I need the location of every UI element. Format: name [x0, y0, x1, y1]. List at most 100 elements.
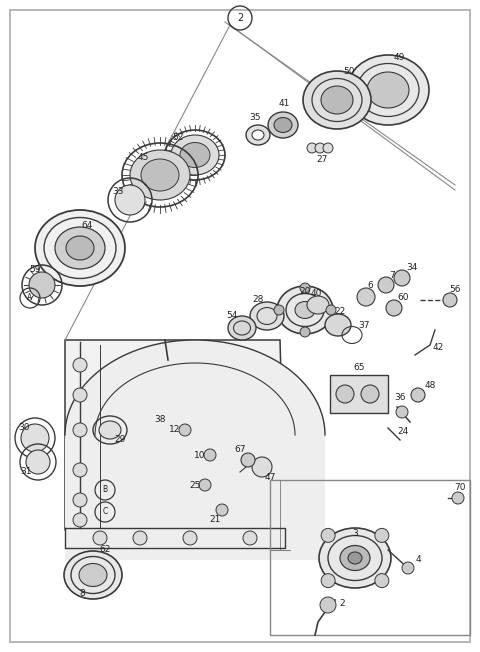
Text: 65: 65	[353, 364, 365, 372]
Text: 52: 52	[172, 132, 184, 141]
Text: 36: 36	[394, 394, 406, 402]
Text: C: C	[102, 507, 108, 516]
Ellipse shape	[307, 296, 329, 314]
Circle shape	[29, 272, 55, 298]
Text: 4: 4	[415, 556, 421, 565]
Text: 59: 59	[29, 265, 41, 274]
Circle shape	[375, 574, 389, 587]
Text: 29: 29	[114, 436, 126, 445]
Circle shape	[307, 143, 317, 153]
Text: 49: 49	[393, 53, 405, 63]
Ellipse shape	[228, 316, 256, 340]
Circle shape	[361, 385, 379, 403]
Text: 33: 33	[112, 188, 124, 196]
Ellipse shape	[348, 552, 362, 564]
Text: 3: 3	[352, 529, 358, 539]
Circle shape	[396, 406, 408, 418]
Circle shape	[73, 358, 87, 372]
Ellipse shape	[141, 159, 179, 191]
Circle shape	[106, 559, 118, 571]
Ellipse shape	[66, 236, 94, 260]
Text: 48: 48	[424, 381, 436, 391]
Circle shape	[115, 185, 145, 215]
Bar	[270, 480, 470, 635]
Circle shape	[326, 305, 336, 315]
Text: 31: 31	[20, 467, 32, 477]
Ellipse shape	[171, 135, 219, 175]
Circle shape	[133, 531, 147, 545]
Circle shape	[243, 531, 257, 545]
Circle shape	[320, 597, 336, 613]
Polygon shape	[65, 528, 285, 548]
Ellipse shape	[319, 528, 391, 588]
Text: 22: 22	[335, 308, 346, 316]
Circle shape	[274, 305, 284, 315]
Circle shape	[402, 562, 414, 574]
Ellipse shape	[295, 301, 315, 318]
Ellipse shape	[277, 286, 333, 334]
Text: 50: 50	[343, 68, 355, 76]
Text: 27: 27	[316, 155, 328, 164]
Circle shape	[179, 424, 191, 436]
Circle shape	[357, 288, 375, 306]
Ellipse shape	[99, 421, 121, 439]
Circle shape	[315, 143, 325, 153]
Circle shape	[73, 463, 87, 477]
Ellipse shape	[252, 130, 264, 140]
Text: 60: 60	[397, 293, 409, 303]
Ellipse shape	[367, 72, 409, 108]
Bar	[330, 375, 388, 413]
Circle shape	[26, 450, 50, 474]
Text: 8: 8	[79, 589, 85, 597]
Text: 6: 6	[367, 280, 373, 289]
Text: B: B	[102, 486, 108, 494]
Circle shape	[216, 504, 228, 516]
Text: 37: 37	[358, 321, 370, 331]
Ellipse shape	[340, 546, 370, 570]
Text: 70: 70	[454, 482, 466, 492]
Circle shape	[443, 293, 457, 307]
Text: 45: 45	[137, 153, 149, 162]
Circle shape	[394, 270, 410, 286]
Ellipse shape	[180, 143, 210, 168]
Ellipse shape	[246, 125, 270, 145]
Text: 2: 2	[339, 599, 345, 608]
Ellipse shape	[303, 71, 371, 129]
Circle shape	[375, 528, 389, 542]
Text: 34: 34	[406, 263, 418, 273]
Circle shape	[73, 388, 87, 402]
Polygon shape	[65, 340, 285, 548]
Text: 7: 7	[389, 271, 395, 280]
Circle shape	[411, 388, 425, 402]
Text: 56: 56	[449, 286, 461, 295]
Circle shape	[452, 492, 464, 504]
Text: 64: 64	[81, 222, 93, 231]
Text: 67: 67	[234, 445, 246, 454]
Text: 28: 28	[252, 295, 264, 304]
Circle shape	[321, 528, 335, 542]
Ellipse shape	[64, 551, 122, 599]
Circle shape	[204, 449, 216, 461]
Circle shape	[321, 574, 335, 587]
Text: 2: 2	[237, 13, 243, 23]
Text: 35: 35	[249, 113, 261, 123]
Ellipse shape	[79, 563, 107, 587]
Circle shape	[252, 457, 272, 477]
Text: 21: 21	[209, 516, 221, 524]
Text: 40: 40	[310, 288, 322, 297]
Text: 42: 42	[432, 344, 444, 353]
Circle shape	[323, 143, 333, 153]
Circle shape	[241, 453, 255, 467]
Ellipse shape	[268, 112, 298, 138]
Text: 24: 24	[397, 428, 408, 436]
Text: 62: 62	[99, 546, 111, 554]
Text: 20: 20	[300, 288, 311, 297]
Circle shape	[93, 531, 107, 545]
Ellipse shape	[321, 86, 353, 114]
Circle shape	[378, 277, 394, 293]
Text: 47: 47	[264, 473, 276, 482]
Text: A: A	[27, 293, 33, 303]
Circle shape	[73, 423, 87, 437]
Ellipse shape	[274, 117, 292, 132]
Circle shape	[386, 300, 402, 316]
